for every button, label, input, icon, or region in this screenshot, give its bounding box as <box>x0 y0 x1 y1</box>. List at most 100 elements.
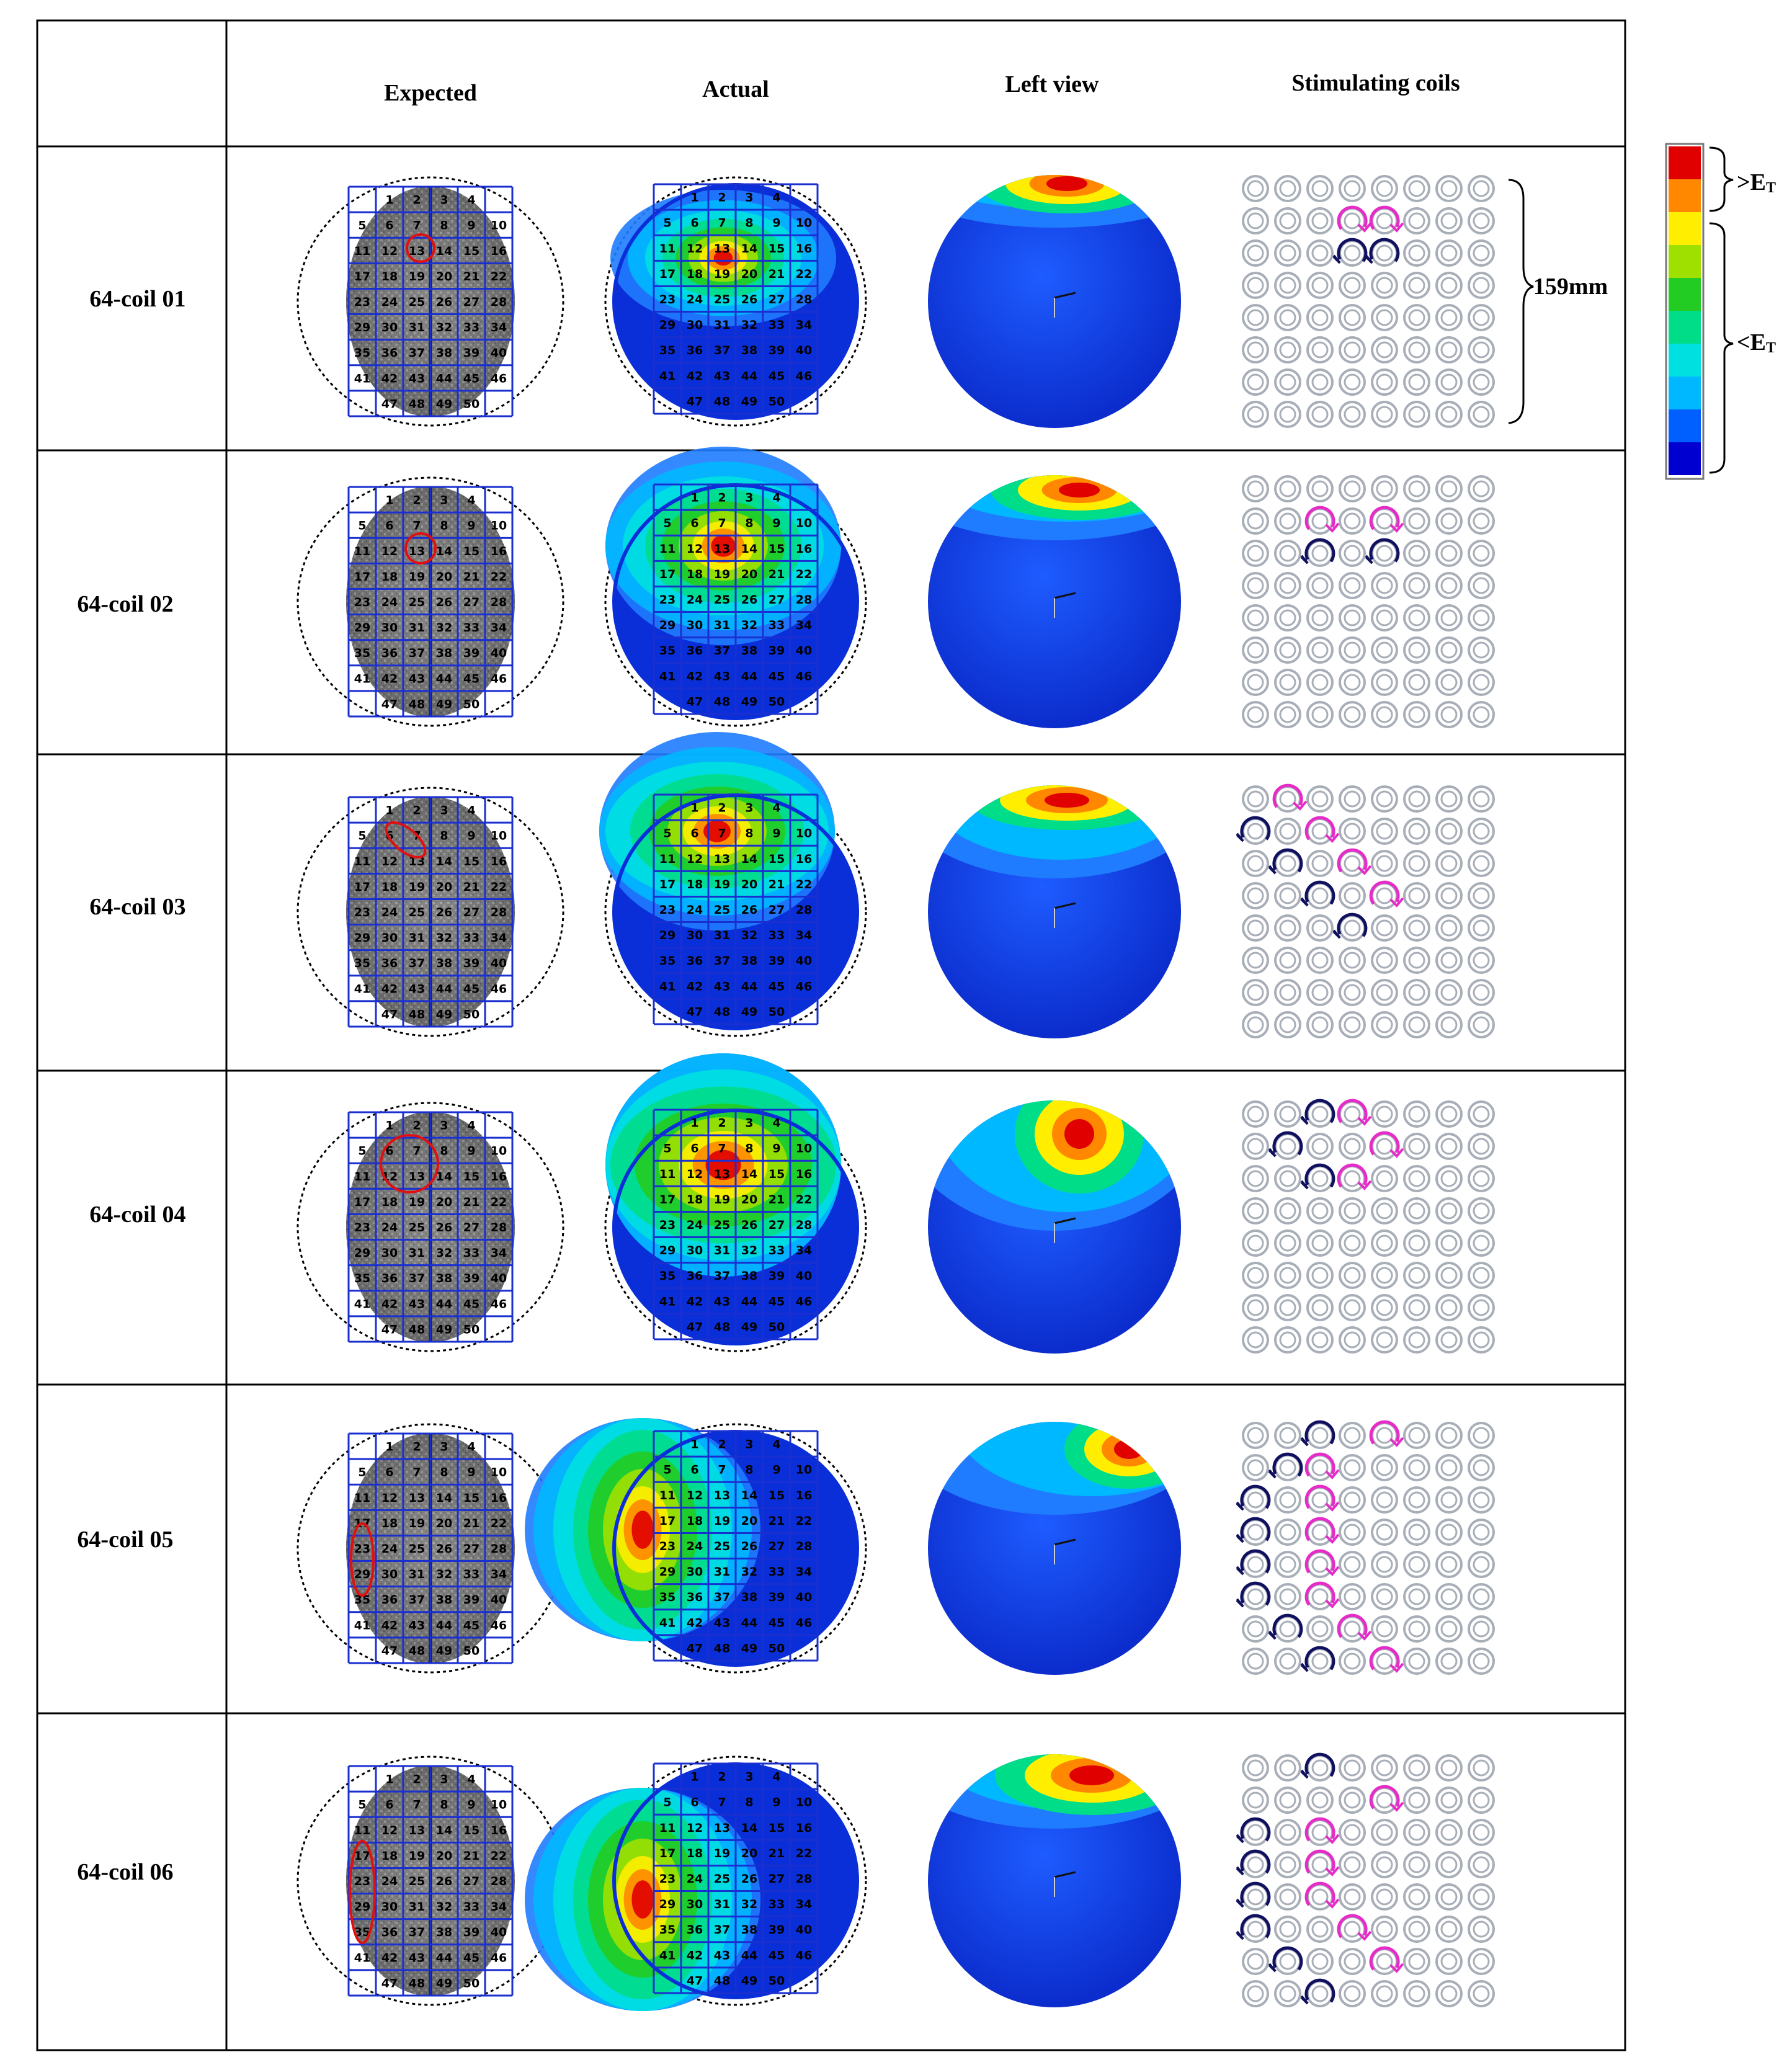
coil-ring <box>1344 1856 1361 1873</box>
coil-ring <box>1242 1615 1269 1643</box>
coil-ring <box>1376 1459 1393 1476</box>
clockwise-current-arrow-icon <box>1304 1881 1335 1906</box>
coil-ring <box>1403 1454 1430 1481</box>
coil-ring <box>1440 1824 1458 1841</box>
grid-cell-number: 7 <box>718 1463 726 1477</box>
coil-ring <box>1344 1824 1361 1841</box>
coil-ring <box>1403 304 1430 331</box>
coil-ring <box>1242 304 1269 331</box>
coil-ring <box>1242 1229 1269 1257</box>
coil-ring <box>1408 919 1425 937</box>
coil-ring <box>1403 1294 1430 1321</box>
grid-cell-number: 47 <box>687 1320 703 1334</box>
grid-cell-number: 19 <box>409 270 425 283</box>
grid-cell-number: 12 <box>687 852 703 866</box>
grid-cell-number: 22 <box>491 570 507 584</box>
grid-cell-number: 16 <box>491 1491 507 1505</box>
coil-ring <box>1376 1234 1393 1252</box>
coil-ring <box>1403 914 1430 942</box>
grid-cell-number: 48 <box>714 1005 730 1019</box>
grid-cell-number: 45 <box>463 982 479 996</box>
colorbar-above-label: >ET <box>1737 169 1776 196</box>
sphere-band <box>928 785 1181 860</box>
coil-ring <box>1473 1985 1490 2002</box>
arrowhead-icon <box>1365 555 1373 564</box>
grid-cell-number: 23 <box>354 295 370 309</box>
grid-cell-number: 7 <box>412 519 421 533</box>
grid-cell-number: 15 <box>463 545 479 558</box>
grid-cell-number: 10 <box>491 519 507 533</box>
grid-cell-number: 34 <box>491 1900 507 1914</box>
coil-ring <box>1408 512 1425 530</box>
dimension-label: 159mm <box>1533 274 1608 300</box>
coil-ring <box>1339 1454 1366 1481</box>
coil-ring <box>1311 1331 1329 1349</box>
grid-cell-number: 3 <box>745 1438 753 1452</box>
coil-ring <box>1247 1491 1264 1509</box>
grid-cell-number: 20 <box>436 1195 452 1209</box>
grid-cell-number: 21 <box>769 568 785 581</box>
arrowhead-icon <box>1236 1898 1244 1908</box>
coil-ring <box>1279 1524 1296 1541</box>
coil-ring <box>1306 1916 1334 1943</box>
grid-cell-number: 33 <box>769 1244 785 1257</box>
grid-cell-number: 20 <box>741 1193 757 1207</box>
grid-cell-number: 35 <box>659 1923 675 1937</box>
coil-ring <box>1242 401 1269 428</box>
grid-cell-number: 40 <box>796 954 812 968</box>
coil-ring <box>1376 1267 1393 1284</box>
coil-ring <box>1440 1556 1458 1573</box>
grid-cell-number: 10 <box>796 1796 812 1809</box>
coil-ring <box>1468 1754 1495 1782</box>
coil-ring <box>1311 212 1329 230</box>
coil-ring <box>1371 368 1398 396</box>
coil-ring <box>1435 475 1463 502</box>
coil-ring <box>1339 1197 1366 1225</box>
grid-cell-number: 20 <box>436 270 452 283</box>
grid-cell-number: 46 <box>491 1618 507 1632</box>
coil-ring <box>1403 1851 1430 1878</box>
coil-ring <box>1247 641 1264 659</box>
grid-cell-number: 17 <box>354 1849 370 1863</box>
coil-ring <box>1371 175 1398 202</box>
coil-ring <box>1242 604 1269 631</box>
coil-ring <box>1279 577 1296 594</box>
coil-ring <box>1279 1427 1296 1444</box>
grid-cell-number: 1 <box>690 491 698 505</box>
grid-cell-number: 17 <box>354 570 370 584</box>
coil-ring <box>1408 1202 1425 1220</box>
grid-cell-number: 17 <box>659 568 675 581</box>
grid-cell-number: 7 <box>412 1144 421 1158</box>
row-label: 64-coil 03 <box>89 894 185 920</box>
coil-ring <box>1403 850 1430 877</box>
grid-cell-number: 8 <box>440 1466 448 1479</box>
coil-ring <box>1376 1985 1393 2002</box>
grid-cell-number: 48 <box>409 1644 425 1657</box>
grid-cell-number: 8 <box>440 1144 448 1158</box>
coil-ring <box>1242 914 1269 942</box>
grid-cell-number: 24 <box>381 1542 398 1556</box>
grid-cell-number: 12 <box>687 542 703 556</box>
grid-cell-number: 20 <box>741 1514 757 1528</box>
coil-ring <box>1247 1331 1264 1349</box>
coil-ring <box>1440 1953 1458 1970</box>
grid-cell-number: 16 <box>796 242 812 256</box>
coil-ring <box>1247 823 1264 840</box>
coil-ring <box>1473 406 1490 423</box>
coil-ring <box>1376 244 1393 262</box>
grid-cell-number: 33 <box>769 929 785 942</box>
sphere-band <box>1059 483 1100 497</box>
clockwise-current-arrow-icon <box>1337 205 1368 230</box>
coil-ring <box>1473 1105 1490 1123</box>
row-label: 64-coil 01 <box>89 286 185 312</box>
coil-ring <box>1371 1980 1398 2007</box>
coil-ring <box>1247 1824 1264 1841</box>
coil-ring <box>1247 277 1264 294</box>
grid-cell-number: 17 <box>354 1195 370 1209</box>
coil-ring <box>1339 1294 1366 1321</box>
grid-cell-number: 48 <box>714 1974 730 1987</box>
coil-ring <box>1440 1202 1458 1220</box>
grid-cell-number: 45 <box>769 669 785 683</box>
grid-cell-number: 13 <box>409 1824 425 1837</box>
